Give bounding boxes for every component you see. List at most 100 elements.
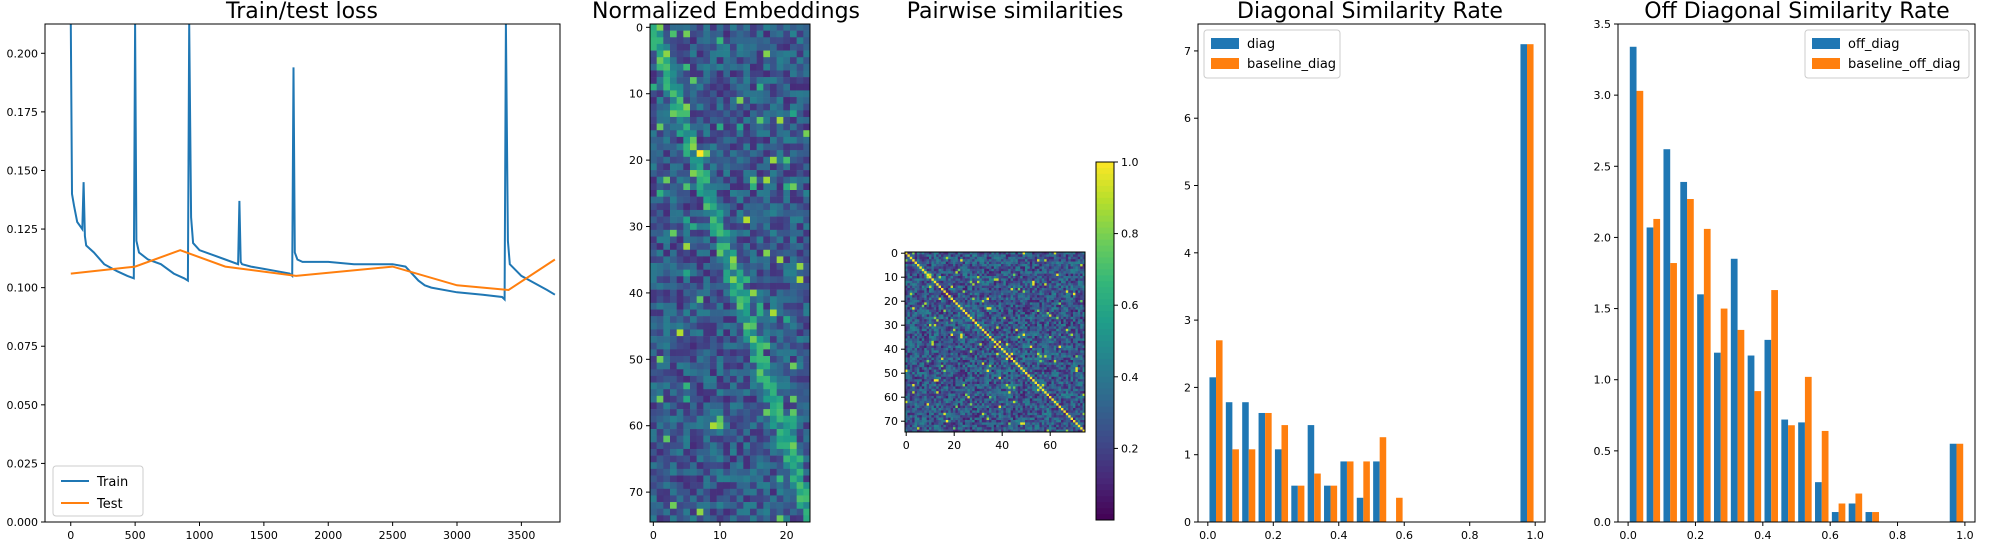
similarity-cell	[1022, 285, 1026, 289]
embedding-cell	[770, 302, 777, 310]
similarity-cell	[921, 328, 925, 332]
similarity-cell	[1046, 302, 1050, 306]
embedding-cell	[670, 349, 677, 357]
similarity-cell	[931, 285, 935, 289]
similarity-cell	[1032, 340, 1035, 344]
embedding-cell	[723, 515, 731, 523]
embedding-cell	[783, 502, 791, 510]
similarity-cell	[912, 326, 915, 330]
embedding-cell	[676, 63, 684, 71]
embedding-cell	[803, 409, 811, 417]
similarity-cell	[950, 345, 954, 349]
similarity-cell	[1082, 252, 1086, 255]
similarity-cell	[1041, 316, 1045, 320]
similarity-cell	[965, 309, 968, 313]
similarity-cell	[996, 340, 999, 344]
embedding-cell	[743, 356, 751, 363]
embedding-cell	[763, 223, 771, 231]
similarity-cell	[1061, 333, 1064, 337]
embedding-cell	[750, 369, 757, 377]
embedding-cell	[670, 263, 677, 270]
embedding-cell	[716, 30, 724, 38]
similarity-cell	[909, 290, 913, 294]
embedding-cell	[683, 37, 691, 45]
similarity-cell	[948, 326, 951, 330]
embedding-cell	[656, 402, 664, 410]
similarity-cell	[965, 326, 968, 330]
similarity-cell	[977, 304, 980, 308]
similarity-cell	[1058, 292, 1062, 296]
embedding-cell	[736, 256, 744, 264]
similarity-cell	[953, 336, 956, 339]
similarity-cell	[1082, 324, 1086, 327]
similarity-cell	[1005, 264, 1009, 267]
similarity-cell	[1022, 256, 1026, 260]
similarity-cell	[1029, 268, 1033, 272]
embedding-cell	[716, 362, 724, 370]
embedding-cell	[783, 488, 791, 496]
embedding-cell	[656, 136, 664, 144]
similarity-cell	[1017, 302, 1021, 306]
embedding-cell	[683, 63, 691, 71]
similarity-cell	[924, 316, 927, 320]
similarity-cell	[1075, 307, 1079, 310]
embedding-cell	[776, 409, 784, 417]
similarity-cell	[969, 295, 973, 298]
similarity-cell	[1065, 314, 1069, 318]
embedding-cell	[796, 170, 804, 178]
similarity-cell	[996, 348, 999, 351]
similarity-cell	[1034, 304, 1038, 308]
similarity-cell	[1015, 336, 1019, 339]
similarity-cell	[938, 297, 942, 301]
similarity-cell	[967, 297, 971, 301]
embedding-cell	[736, 229, 744, 237]
embedding-cell	[716, 236, 724, 244]
embedding-cell	[703, 130, 711, 138]
similarity-cell	[1022, 350, 1026, 354]
embedding-cell	[650, 97, 657, 104]
similarity-cell	[957, 254, 961, 258]
similarity-cell	[1044, 333, 1047, 337]
similarity-cell	[1080, 297, 1083, 301]
similarity-cell	[948, 288, 951, 291]
embedding-cell	[730, 136, 737, 144]
similarity-cell	[1039, 256, 1043, 260]
similarity-cell	[1053, 264, 1057, 267]
embedding-cell	[703, 462, 711, 470]
similarity-cell	[1010, 271, 1014, 274]
similarity-cell	[991, 268, 995, 272]
similarity-cell	[1005, 252, 1009, 255]
similarity-cell	[929, 295, 932, 298]
similarity-cell	[962, 328, 966, 332]
similarity-cell	[948, 304, 951, 308]
embedding-cell	[676, 263, 684, 270]
embedding-cell	[716, 296, 724, 304]
similarity-cell	[1041, 319, 1045, 322]
similarity-cell	[962, 302, 966, 306]
similarity-cell	[1075, 276, 1079, 279]
similarity-cell	[974, 340, 978, 344]
embedding-cell	[763, 495, 771, 503]
embedding-cell	[650, 296, 657, 304]
similarity-cell	[1051, 283, 1055, 286]
similarity-cell	[1065, 292, 1069, 296]
similarity-cell	[1029, 314, 1033, 318]
embedding-cell	[803, 302, 811, 310]
similarity-cell	[962, 338, 966, 342]
embedding-cell	[803, 515, 811, 523]
embedding-cell	[783, 316, 791, 324]
similarity-cell	[996, 338, 999, 342]
similarity-cell	[1070, 261, 1074, 265]
embedding-cell	[690, 316, 697, 324]
similarity-cell	[914, 304, 918, 308]
embedding-cell	[770, 309, 777, 317]
embedding-cell	[756, 163, 764, 171]
similarity-cell	[1061, 268, 1064, 272]
similarity-cell	[1025, 271, 1028, 274]
similarity-cell	[1032, 324, 1035, 327]
similarity-cell	[953, 252, 956, 255]
embedding-cell	[730, 216, 737, 224]
similarity-cell	[998, 268, 1002, 272]
loss-xtick-label: 3000	[443, 529, 471, 542]
similarity-cell	[977, 350, 980, 354]
